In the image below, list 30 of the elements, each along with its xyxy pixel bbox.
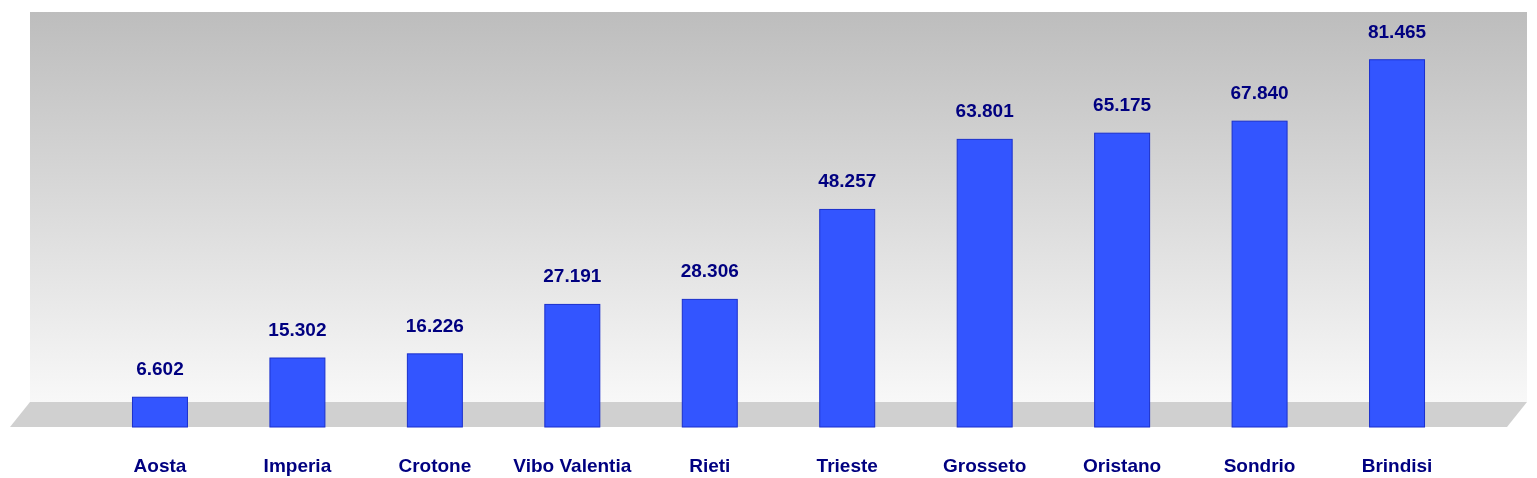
data-label: 16.226 — [405, 314, 464, 336]
data-label: 67.840 — [1230, 82, 1289, 104]
bar — [956, 138, 1013, 428]
bar — [544, 303, 601, 428]
data-label: 81.465 — [1367, 20, 1427, 42]
data-label: 65.175 — [1093, 94, 1152, 116]
x-tick-label: Sondrio — [1223, 455, 1296, 476]
data-label: 15.302 — [268, 319, 327, 341]
x-tick-label: Vibo Valentia — [513, 455, 632, 476]
x-tick-label: Oristano — [1083, 455, 1162, 476]
x-tick-label: Rieti — [689, 455, 731, 476]
x-tick-label: Crotone — [398, 455, 472, 476]
data-label: 6.602 — [136, 358, 184, 380]
x-tick-label: Imperia — [263, 455, 332, 476]
data-label: 27.191 — [543, 265, 602, 287]
bar — [1231, 120, 1288, 428]
data-label: 48.257 — [818, 170, 877, 192]
bar — [131, 396, 188, 428]
bar — [269, 357, 326, 428]
x-tick-label: Aosta — [133, 455, 187, 476]
x-tick-label: Grosseto — [942, 455, 1027, 476]
bar — [406, 353, 463, 428]
x-tick-label: Trieste — [816, 455, 878, 476]
data-label: 28.306 — [680, 260, 739, 282]
x-tick-label: Brindisi — [1361, 455, 1433, 476]
data-label: 63.801 — [955, 100, 1015, 122]
bar — [1369, 59, 1426, 428]
bar — [1094, 132, 1151, 428]
bar — [819, 208, 876, 428]
bar — [681, 298, 738, 428]
